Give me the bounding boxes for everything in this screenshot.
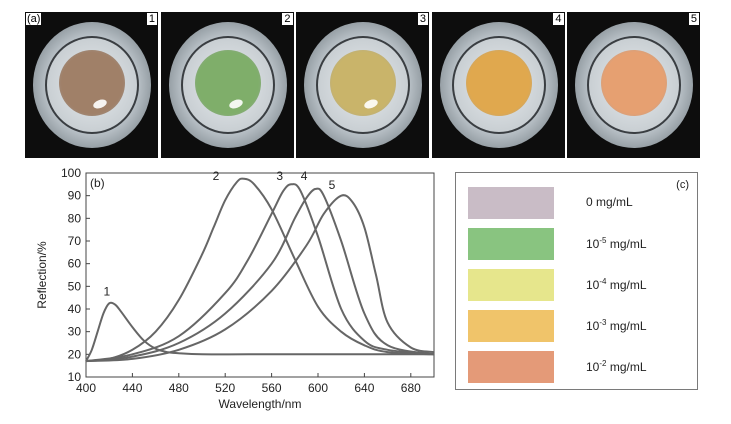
sample-well bbox=[465, 50, 532, 116]
y-tick-label: 100 bbox=[61, 166, 81, 180]
plot-frame bbox=[85, 172, 435, 378]
series-label-1: 1 bbox=[104, 284, 111, 298]
x-tick-label: 640 bbox=[354, 381, 374, 395]
sample-photo-1: 1 (a) bbox=[25, 12, 158, 158]
x-tick-label: 400 bbox=[76, 381, 96, 395]
concentration-exponent: -3 bbox=[599, 318, 607, 327]
x-tick-label: 560 bbox=[262, 381, 282, 395]
photo-number-label: 3 bbox=[417, 13, 428, 25]
sample-photo-4: 4 bbox=[431, 12, 565, 158]
color-swatch bbox=[468, 351, 554, 383]
photo-number-label: 1 bbox=[146, 13, 157, 25]
x-tick-label: 680 bbox=[401, 381, 421, 395]
concentration-exponent: -5 bbox=[599, 236, 607, 245]
sample-photo-5: 5 bbox=[567, 12, 700, 158]
color-swatch bbox=[468, 269, 554, 301]
concentration-exponent: -2 bbox=[599, 359, 607, 368]
photo-number-label: 2 bbox=[282, 13, 293, 25]
y-tick-label: 10 bbox=[68, 370, 82, 384]
panel-c-label: (c) bbox=[676, 179, 689, 191]
x-tick-label: 440 bbox=[122, 381, 142, 395]
swatch-row: 10-3 mg/mL bbox=[468, 310, 688, 342]
series-line-4 bbox=[85, 187, 435, 363]
photo-number-label: 5 bbox=[688, 13, 699, 25]
series-line-1 bbox=[85, 301, 434, 362]
series-label-2: 2 bbox=[213, 169, 220, 183]
y-tick-label: 60 bbox=[68, 257, 82, 271]
series-label-4: 4 bbox=[301, 169, 308, 183]
concentration-value: 0 mg/mL bbox=[586, 195, 633, 209]
sample-photo-3: 3 bbox=[296, 12, 429, 158]
series-line-2 bbox=[85, 177, 435, 363]
concentration-unit: mg/mL bbox=[606, 319, 647, 333]
sample-well bbox=[601, 50, 667, 116]
series-label-3: 3 bbox=[276, 169, 283, 183]
photo-strip: 1 (a) 2 3 4 5 bbox=[25, 12, 700, 158]
y-tick-label: 20 bbox=[68, 347, 82, 361]
color-swatch bbox=[468, 187, 554, 219]
swatch-row: 10-4 mg/mL bbox=[468, 269, 688, 301]
y-tick-label: 70 bbox=[68, 234, 82, 248]
concentration-label: 0 mg/mL bbox=[586, 195, 633, 209]
concentration-unit: mg/mL bbox=[606, 278, 647, 292]
series-label-5: 5 bbox=[329, 178, 336, 192]
color-swatch-panel: (c) 0 mg/mL 10-5 mg/mL 10-4 mg/mL 10-3 mg/m… bbox=[455, 172, 698, 390]
y-axis-label: Reflection/% bbox=[35, 241, 49, 309]
y-tick-label: 50 bbox=[68, 279, 82, 293]
x-tick-label: 480 bbox=[169, 381, 189, 395]
concentration-value: 10 bbox=[586, 237, 600, 251]
y-tick-label: 80 bbox=[68, 211, 82, 225]
concentration-label: 10-3 mg/mL bbox=[586, 318, 647, 333]
y-tick-label: 30 bbox=[68, 325, 82, 339]
y-tick-label: 90 bbox=[68, 189, 82, 203]
sample-well bbox=[330, 50, 396, 116]
swatch-row: 10-2 mg/mL bbox=[468, 351, 688, 383]
series-line-5 bbox=[85, 194, 435, 363]
concentration-unit: mg/mL bbox=[606, 237, 647, 251]
concentration-label: 10-5 mg/mL bbox=[586, 236, 647, 251]
swatch-row: 0 mg/mL bbox=[468, 187, 688, 219]
x-axis-label: Wavelength/nm bbox=[219, 397, 302, 411]
swatch-row: 10-5 mg/mL bbox=[468, 228, 688, 260]
color-swatch bbox=[468, 310, 554, 342]
sample-photo-2: 2 bbox=[160, 12, 294, 158]
concentration-label: 10-2 mg/mL bbox=[586, 359, 647, 374]
sample-well bbox=[194, 50, 261, 116]
color-swatch bbox=[468, 228, 554, 260]
panel-b-label: (b) bbox=[90, 176, 105, 190]
sample-well bbox=[59, 50, 125, 116]
photo-number-label: 4 bbox=[553, 13, 564, 25]
series-line-3 bbox=[85, 183, 435, 363]
concentration-value: 10 bbox=[586, 360, 600, 374]
x-tick-label: 520 bbox=[215, 381, 235, 395]
concentration-exponent: -4 bbox=[599, 277, 607, 286]
y-tick-label: 40 bbox=[68, 302, 82, 316]
x-tick-label: 600 bbox=[308, 381, 328, 395]
reflection-spectrum-chart: 10 20 30 40 50 60 70 80 90 100 400 440 480 520 560 600 6… bbox=[35, 166, 435, 411]
panel-a-label: (a) bbox=[26, 13, 42, 25]
concentration-value: 10 bbox=[586, 319, 600, 333]
concentration-unit: mg/mL bbox=[606, 360, 647, 374]
concentration-label: 10-4 mg/mL bbox=[586, 277, 647, 292]
concentration-value: 10 bbox=[586, 278, 600, 292]
